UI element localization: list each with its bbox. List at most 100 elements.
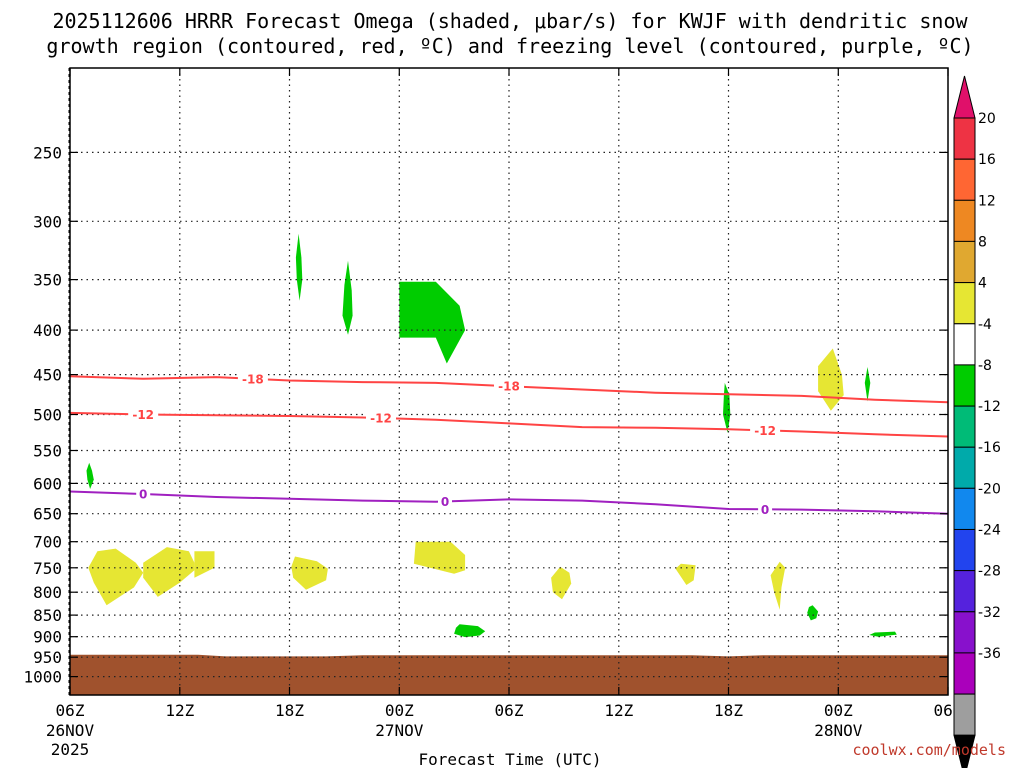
omega-region-2: [342, 260, 353, 335]
omega-region-12: [291, 556, 328, 590]
contour-label: -18: [242, 372, 264, 386]
colorbar-swatch-4: [953, 282, 976, 325]
colorbar-swatch-12: [953, 611, 976, 654]
colorbar-label: 8: [978, 234, 987, 250]
colorbar-top-arrow: [953, 75, 976, 119]
contour-label: -12: [370, 412, 392, 426]
x-tick-label: 06Z: [495, 701, 524, 720]
colorbar-label: -32: [978, 605, 1001, 621]
contour-line-1: [69, 411, 949, 438]
omega-region-1: [295, 233, 303, 301]
omega-region-3: [399, 281, 466, 364]
contour-label-bg: [237, 371, 268, 386]
colorbar-label: -16: [978, 440, 1001, 456]
omega-region-5: [864, 367, 871, 402]
contour-label-bg: [750, 423, 781, 438]
contour-label-bg: [366, 411, 396, 425]
contour-label: 0: [441, 495, 449, 509]
y-tick-label: 350: [33, 271, 62, 290]
colorbar-label: 16: [978, 152, 996, 168]
x-tick-label: 00Z: [385, 701, 414, 720]
colorbar-swatch-7: [953, 405, 976, 448]
y-tick-label: 950: [33, 648, 62, 667]
y-tick-label: 600: [33, 474, 62, 493]
contour-label-bg: [128, 407, 159, 422]
x-axis-label: Forecast Time (UTC): [418, 750, 601, 768]
contour-label-bg: [438, 494, 452, 509]
colorbar-bottom-arrow: [953, 734, 976, 768]
colorbar-swatch-10: [953, 529, 976, 572]
y-tick-label: 700: [33, 533, 62, 552]
x-tick-label: 18Z: [714, 701, 743, 720]
omega-region-13: [413, 541, 466, 574]
omega-region-11: [194, 551, 215, 578]
colorbar-swatch-3: [953, 240, 976, 284]
plot-area: -18 -18 -12 -12 -12 0 0 0: [69, 68, 949, 695]
omega-region-10: [143, 547, 195, 597]
omega-region-7: [807, 605, 819, 621]
colorbar-label: 12: [978, 193, 996, 209]
omega-region-14: [551, 566, 572, 600]
colorbar-label: -20: [978, 481, 1001, 497]
contour-label-bg: [136, 487, 151, 501]
y-tick-label: 650: [33, 505, 62, 524]
omega-region-16: [770, 561, 786, 610]
x-tick-label: 00Z: [824, 701, 853, 720]
y-tick-label: 900: [33, 628, 62, 647]
colorbar-swatch-0: [953, 117, 976, 160]
omega-region-4: [723, 382, 731, 433]
y-tick-label: 750: [33, 559, 62, 578]
colorbar-label: -12: [978, 399, 1001, 415]
y-tick-label: 400: [33, 321, 62, 340]
colorbar-label: -8: [978, 358, 992, 374]
colorbar-label: -24: [978, 523, 1001, 539]
y-tick-label: 300: [33, 212, 62, 231]
contour-label: -12: [754, 424, 776, 438]
colorbar-swatch-5: [953, 323, 976, 366]
x-tick-label: 06Z: [56, 701, 85, 720]
colorbar-swatch-6: [953, 364, 976, 407]
colorbar: 20 16 12 8 4 -4 -8 -12 -16 -20 -24 -28 -32 -36: [953, 75, 1001, 768]
title-line-2: growth region (contoured, red, ºC) and f…: [46, 34, 973, 58]
x-tick-label: 12Z: [165, 701, 194, 720]
colorbar-label: -4: [978, 317, 992, 333]
credit-text: coolwx.com/models: [852, 741, 1006, 759]
contour-line-2: [69, 490, 949, 515]
y-tick-label: 250: [33, 143, 62, 162]
x-tick-label: 18Z: [275, 701, 304, 720]
colorbar-label: -28: [978, 564, 1001, 580]
colorbar-swatch-1: [953, 158, 976, 201]
omega-region-8: [869, 631, 897, 637]
chart-title: 2025112606 HRRR Forecast Omega (shaded, …: [46, 9, 973, 58]
axes: 250 300 350 400 450 500 550 600 650 700 750 800 850 9…: [23, 67, 963, 759]
omega-region-9: [88, 548, 144, 606]
colorbar-swatch-11: [953, 570, 976, 613]
contour-label-bg: [494, 379, 524, 394]
colorbar-swatch-13: [953, 652, 976, 695]
omega-region-15: [675, 563, 696, 585]
colorbar-label: 20: [978, 111, 996, 127]
omega-region-6: [454, 624, 486, 638]
y-tick-label: 500: [33, 406, 62, 425]
y-tick-label: 1000: [23, 668, 62, 687]
contour-label: 0: [139, 488, 147, 502]
contour-label: 0: [761, 503, 769, 517]
y-tick-label: 550: [33, 442, 62, 461]
colorbar-label: -36: [978, 646, 1001, 662]
x-tick-label: 12Z: [604, 701, 633, 720]
colorbar-swatch-2: [953, 199, 976, 242]
x-tick-date: 26NOV: [46, 721, 95, 740]
x-tick-date: 27NOV: [375, 721, 424, 740]
y-tick-label: 800: [33, 583, 62, 602]
colorbar-swatch-8: [953, 446, 976, 489]
omega-region-17: [818, 348, 844, 411]
x-tick-date: 28NOV: [814, 721, 863, 740]
y-tick-label: 850: [33, 606, 62, 625]
contour-label: -18: [498, 380, 520, 394]
contour-label: -12: [132, 408, 154, 422]
x-tick-year: 2025: [51, 740, 90, 759]
omega-region-0: [86, 462, 94, 489]
colorbar-label: 4: [978, 276, 987, 292]
colorbar-swatch-14: [953, 693, 976, 736]
